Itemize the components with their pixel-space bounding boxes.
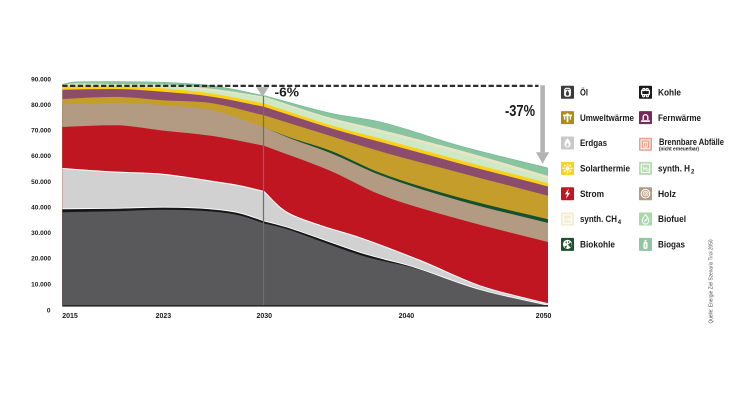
svg-text:4: 4	[618, 220, 622, 226]
svg-text:2050: 2050	[536, 313, 552, 320]
svg-text:Strom: Strom	[580, 189, 604, 199]
svg-text:0: 0	[47, 308, 51, 315]
svg-text:-37%: -37%	[505, 103, 535, 120]
svg-text:80.000: 80.000	[31, 102, 51, 109]
svg-text:Biofuel: Biofuel	[658, 214, 686, 224]
svg-text:synth. CH: synth. CH	[580, 214, 617, 224]
svg-text:20.000: 20.000	[31, 256, 51, 263]
svg-text:60.000: 60.000	[31, 153, 51, 160]
svg-text:Fernwärme: Fernwärme	[658, 113, 701, 123]
svg-text:30.000: 30.000	[31, 230, 51, 237]
svg-text:synth. H: synth. H	[658, 164, 690, 174]
svg-text:Biogas: Biogas	[658, 240, 685, 250]
svg-text:2: 2	[691, 170, 695, 176]
svg-text:(nicht erneuerbar): (nicht erneuerbar)	[659, 146, 699, 152]
svg-text:2023: 2023	[156, 313, 172, 320]
svg-text:Biokohle: Biokohle	[580, 240, 615, 250]
svg-text:Umweltwärme: Umweltwärme	[580, 113, 634, 123]
svg-text:2040: 2040	[399, 313, 415, 320]
svg-text:H: H	[643, 166, 647, 172]
svg-text:Solarthermie: Solarthermie	[580, 164, 630, 174]
svg-text:70.000: 70.000	[31, 128, 51, 135]
svg-text:Kohle: Kohle	[658, 88, 681, 98]
svg-text:CH: CH	[564, 217, 571, 222]
svg-text:-6%: -6%	[275, 85, 300, 100]
svg-text:2: 2	[647, 168, 649, 172]
svg-text:40.000: 40.000	[31, 204, 51, 211]
svg-text:Brennbare Abfälle: Brennbare Abfälle	[659, 137, 724, 147]
svg-text:90.000: 90.000	[31, 76, 51, 83]
svg-text:Erdgas: Erdgas	[580, 138, 607, 148]
svg-text:Holz: Holz	[658, 189, 676, 199]
svg-text:Öl: Öl	[580, 88, 588, 98]
svg-text:10.000: 10.000	[31, 281, 51, 288]
svg-text:2030: 2030	[257, 313, 273, 320]
svg-text:Quelle: Energie Ziel Szenario: Quelle: Energie Ziel Szenario Tirol 2050	[709, 239, 715, 323]
svg-text:50.000: 50.000	[31, 179, 51, 186]
svg-text:2015: 2015	[62, 313, 78, 320]
